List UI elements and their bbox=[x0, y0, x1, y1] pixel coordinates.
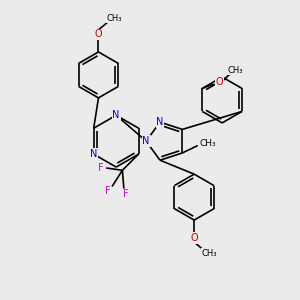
Text: F: F bbox=[105, 186, 110, 196]
Text: N: N bbox=[156, 117, 164, 127]
Text: O: O bbox=[215, 77, 223, 87]
Text: CH₃: CH₃ bbox=[199, 139, 216, 148]
Text: F: F bbox=[122, 190, 128, 200]
Text: O: O bbox=[95, 29, 102, 39]
Text: CH₃: CH₃ bbox=[227, 66, 243, 75]
Text: CH₃: CH₃ bbox=[107, 14, 122, 22]
Text: N: N bbox=[112, 110, 120, 120]
Text: N: N bbox=[90, 149, 98, 159]
Text: CH₃: CH₃ bbox=[202, 249, 217, 258]
Text: N: N bbox=[142, 136, 150, 146]
Text: O: O bbox=[190, 233, 198, 243]
Text: F: F bbox=[98, 163, 104, 173]
